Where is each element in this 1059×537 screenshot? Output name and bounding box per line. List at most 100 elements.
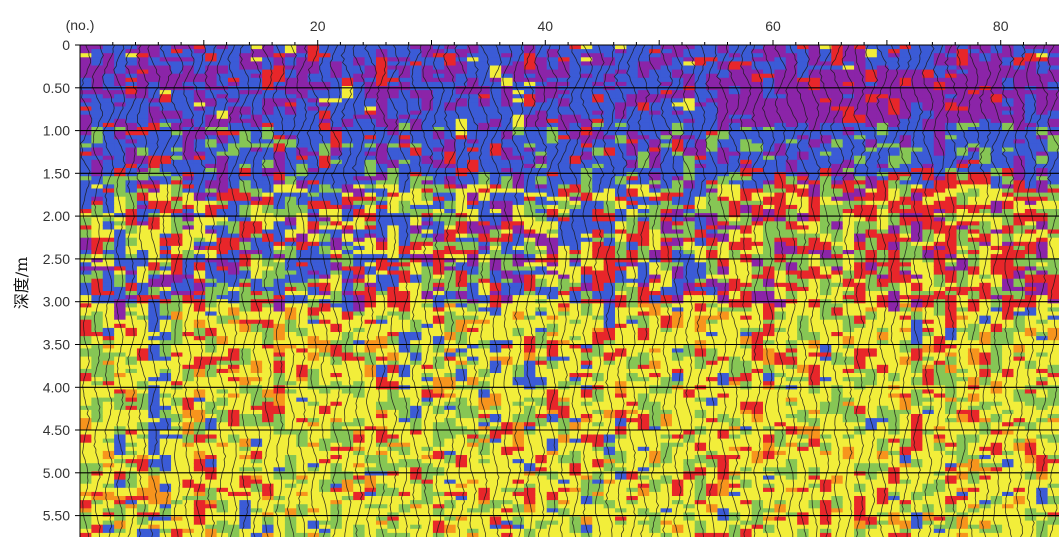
heatmap-cell (102, 434, 115, 440)
heatmap-cell (216, 188, 229, 194)
heatmap-cell (114, 250, 127, 255)
heatmap-cell (489, 344, 502, 349)
heatmap-cell (432, 147, 445, 153)
heatmap-cell (216, 106, 229, 112)
heatmap-cell (296, 377, 309, 382)
heatmap-cell (341, 225, 354, 231)
heatmap-cell (319, 209, 332, 214)
heatmap-cell (444, 241, 457, 247)
heatmap-cell (421, 327, 434, 333)
heatmap-cell (171, 94, 184, 99)
heatmap-cell (375, 45, 388, 50)
heatmap-cell (330, 127, 343, 132)
heatmap-cell (353, 344, 366, 349)
heatmap-cell (273, 241, 286, 247)
heatmap-cell (319, 332, 332, 337)
heatmap-cell (136, 332, 149, 337)
heatmap-cell (398, 151, 411, 157)
heatmap-cell (239, 295, 252, 300)
heatmap-cell (125, 307, 138, 313)
heatmap-cell (319, 188, 332, 194)
heatmap-cell (193, 266, 206, 272)
heatmap-cell (444, 332, 457, 337)
heatmap-cell (512, 204, 525, 210)
heatmap-cell (535, 69, 548, 75)
heatmap-cell (330, 409, 343, 415)
heatmap-cell (182, 340, 195, 345)
heatmap-cell (296, 475, 309, 481)
heatmap-cell (478, 233, 491, 239)
heatmap-cell (467, 311, 480, 317)
heatmap-cell (421, 98, 434, 103)
heatmap-cell (341, 196, 354, 202)
heatmap-cell (444, 262, 457, 267)
heatmap-cell (444, 274, 457, 280)
heatmap-cell (421, 200, 434, 206)
heatmap-cell (523, 94, 536, 99)
heatmap-cell (535, 323, 548, 329)
heatmap-cell (273, 61, 286, 67)
heatmap-cell (364, 455, 377, 460)
heatmap-cell (478, 459, 491, 464)
heatmap-cell (205, 303, 218, 308)
heatmap-cell (467, 282, 480, 288)
heatmap-cell (512, 135, 525, 140)
heatmap-cell (114, 135, 127, 140)
heatmap-cell (91, 344, 104, 349)
heatmap-cell (91, 291, 104, 296)
heatmap-cell (91, 282, 104, 288)
heatmap-cell (353, 295, 366, 300)
heatmap-cell (432, 278, 445, 284)
heatmap-cell (307, 479, 320, 485)
heatmap-cell (535, 336, 548, 341)
heatmap-cell (148, 73, 161, 79)
heatmap-cell (227, 184, 240, 190)
heatmap-cell (91, 332, 104, 337)
heatmap-cell (364, 483, 377, 489)
heatmap-cell (478, 61, 491, 67)
heatmap-cell (114, 377, 127, 382)
heatmap-cell (341, 377, 354, 382)
heatmap-cell (467, 65, 480, 71)
heatmap-cell (501, 377, 514, 382)
heatmap-cell (136, 496, 149, 501)
heatmap-cell (159, 237, 172, 243)
heatmap-cell (227, 471, 240, 477)
heatmap-cell (159, 270, 172, 276)
heatmap-cell (136, 278, 149, 284)
heatmap-cell (102, 77, 115, 83)
heatmap-cell (239, 184, 252, 190)
heatmap-cell (489, 69, 502, 75)
heatmap-cell (182, 53, 195, 58)
heatmap-cell (114, 114, 127, 120)
heatmap-cell (91, 45, 104, 50)
heatmap-cell (307, 434, 320, 440)
heatmap-cell (546, 327, 559, 333)
heatmap-cell (262, 254, 275, 259)
heatmap-cell (250, 159, 263, 165)
heatmap-cell (387, 147, 400, 153)
heatmap-cell (467, 496, 480, 501)
heatmap-cell (319, 77, 332, 83)
heatmap-cell (501, 463, 514, 468)
heatmap-cell (125, 204, 138, 210)
heatmap-cell (125, 479, 138, 485)
heatmap-cell (136, 159, 149, 165)
heatmap-cell (353, 401, 366, 407)
heatmap-cell (421, 450, 434, 456)
heatmap-cell (114, 295, 127, 300)
heatmap-cell (148, 254, 161, 259)
heatmap-cell (410, 139, 423, 144)
heatmap-cell (239, 364, 252, 370)
heatmap-cell (330, 245, 343, 251)
heatmap-cell (410, 98, 423, 103)
heatmap-cell (227, 225, 240, 231)
heatmap-cell (523, 168, 536, 173)
heatmap-cell (91, 364, 104, 370)
heatmap-cell (467, 98, 480, 103)
heatmap-cell (159, 450, 172, 456)
heatmap-cell (478, 311, 491, 317)
heatmap-cell (193, 459, 206, 464)
heatmap-cell (501, 45, 514, 50)
heatmap-cell (114, 45, 127, 50)
